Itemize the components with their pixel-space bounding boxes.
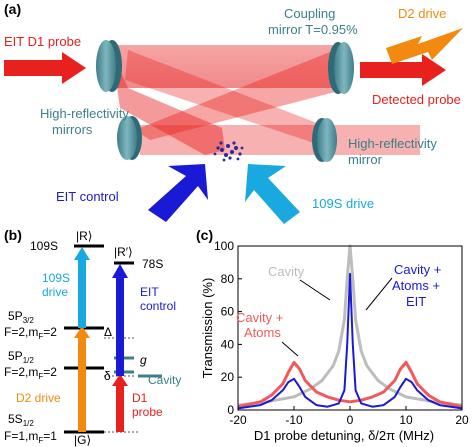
beam-cross-diag <box>125 50 335 150</box>
coupling-mirror-label-2: mirror T=0.95% <box>268 22 358 37</box>
level-109s-label: 109S <box>30 239 58 253</box>
level-g-label: |G⟩ <box>74 433 91 447</box>
d1-probe-b-label-2: probe <box>132 405 163 419</box>
d2-drive-b-label: D2 drive <box>16 391 61 405</box>
panel-b: (b) |R⟩ 109S |R′⟩ 78S 5P3/2 F=2,mF=2 5P1… <box>4 227 181 447</box>
eit-control-arrow <box>148 164 208 222</box>
legend-eit-1: Cavity + <box>394 262 441 277</box>
d1-probe-b-label-1: D1 <box>132 391 148 405</box>
d2-drive-arrow <box>386 28 463 64</box>
level-5s12-label: 5S1/2 <box>8 412 34 428</box>
beam-bottom <box>140 125 420 155</box>
coupling-mirror-label-1: Coupling <box>284 6 335 21</box>
legend-eit-2: Atoms + <box>392 278 440 293</box>
series-line-2 <box>237 272 463 410</box>
level-78s-label: 78S <box>142 257 163 271</box>
eit-probe-label: EIT D1 probe <box>4 34 81 49</box>
level-5p12-label: 5P1/2 <box>8 349 34 365</box>
x-tick-label: 0 <box>347 413 354 427</box>
y-tick-label: 0 <box>227 403 234 417</box>
legend-cavity-atoms-2: Atoms <box>244 325 281 340</box>
y-tick-label: 100 <box>214 239 234 253</box>
beam-left-down <box>112 52 225 155</box>
drive-109s-b-label-2: drive <box>42 285 68 299</box>
eit-control-label: EIT control <box>56 189 119 204</box>
legend-eit-3: EIT <box>406 294 426 309</box>
coupling-mirror <box>328 42 354 94</box>
eit-control-transition <box>112 264 128 376</box>
y-tick-label: 40 <box>221 337 235 351</box>
pointer-eit <box>365 277 393 311</box>
panel-c: (c) -20 -10 0 10 20 0 20 40 60 80 100 D1 probe detu… <box>196 227 469 443</box>
delta-lower-label: δ <box>104 369 111 383</box>
d1-probe-transition <box>112 374 128 432</box>
pointer-cavity-atoms <box>281 341 299 357</box>
panel-a: (a) EIT D1 probe Detected probe <box>4 1 463 224</box>
x-tick-label: 10 <box>399 413 413 427</box>
beam-top <box>112 45 335 88</box>
hr-mirrors-label-2: mirrors <box>52 122 93 137</box>
y-tick-label: 20 <box>221 370 235 384</box>
legend-cavity-atoms-1: Cavity + <box>236 310 283 325</box>
x-tick-label: -10 <box>285 413 303 427</box>
level-5p12-f-label: F=2,mF=2 <box>4 365 57 381</box>
drive-109s-label: 109S drive <box>312 196 374 211</box>
level-5s12-f-label: F=1,mF=1 <box>4 429 57 445</box>
pointer-cavity <box>299 279 331 301</box>
series-line-1 <box>237 360 463 409</box>
d2-drive-transition <box>74 326 90 432</box>
x-tick-label: 20 <box>455 413 469 427</box>
level-r-prime-label: |R′⟩ <box>114 245 133 259</box>
hr-mirror-lower-right <box>312 118 337 162</box>
level-5p32-f-label: F=2,mF=2 <box>4 325 57 341</box>
detected-probe-label: Detected probe <box>372 92 461 107</box>
panel-c-label: (c) <box>196 227 213 243</box>
g-label: g <box>140 353 147 367</box>
transmission-chart: -20 -10 0 10 20 0 20 40 60 80 100 D1 probe detuning… <box>200 239 469 443</box>
level-5p32-label: 5P3/2 <box>8 309 34 325</box>
drive-109s-b-label-1: 109S <box>42 271 70 285</box>
legend-cavity: Cavity <box>268 264 305 279</box>
eit-control-b-label-2: control <box>140 299 176 313</box>
atom-cloud <box>213 141 244 162</box>
hr-mirror-label-2: mirror <box>348 152 383 167</box>
input-probe-arrow <box>4 52 86 84</box>
y-axis-label: Transmission (%) <box>200 278 215 379</box>
input-mirror <box>96 40 122 92</box>
d2-drive-label: D2 drive <box>398 6 446 21</box>
x-axis-label: D1 probe detuning, δ/2π (MHz) <box>254 428 434 443</box>
panel-a-label: (a) <box>4 1 21 17</box>
detected-probe-arrow <box>360 54 446 86</box>
cavity-beams <box>112 45 420 155</box>
panel-b-label: (b) <box>4 227 22 243</box>
level-r-label: |R⟩ <box>76 229 92 243</box>
y-tick-label: 60 <box>221 305 235 319</box>
eit-control-b-label-1: EIT <box>140 285 159 299</box>
delta-upper-label: Δ <box>104 325 112 339</box>
x-tick-label: -20 <box>229 413 247 427</box>
y-tick-label: 80 <box>221 272 235 286</box>
hr-mirror-lower-left <box>117 116 142 160</box>
hr-mirror-label-1: High-reflectivity <box>348 136 437 151</box>
hr-mirrors-label-1: High-reflectivity <box>40 106 129 121</box>
drive-109s-arrow <box>245 164 300 224</box>
drive-109s-transition <box>74 247 90 328</box>
beam-right-diag <box>135 50 335 140</box>
